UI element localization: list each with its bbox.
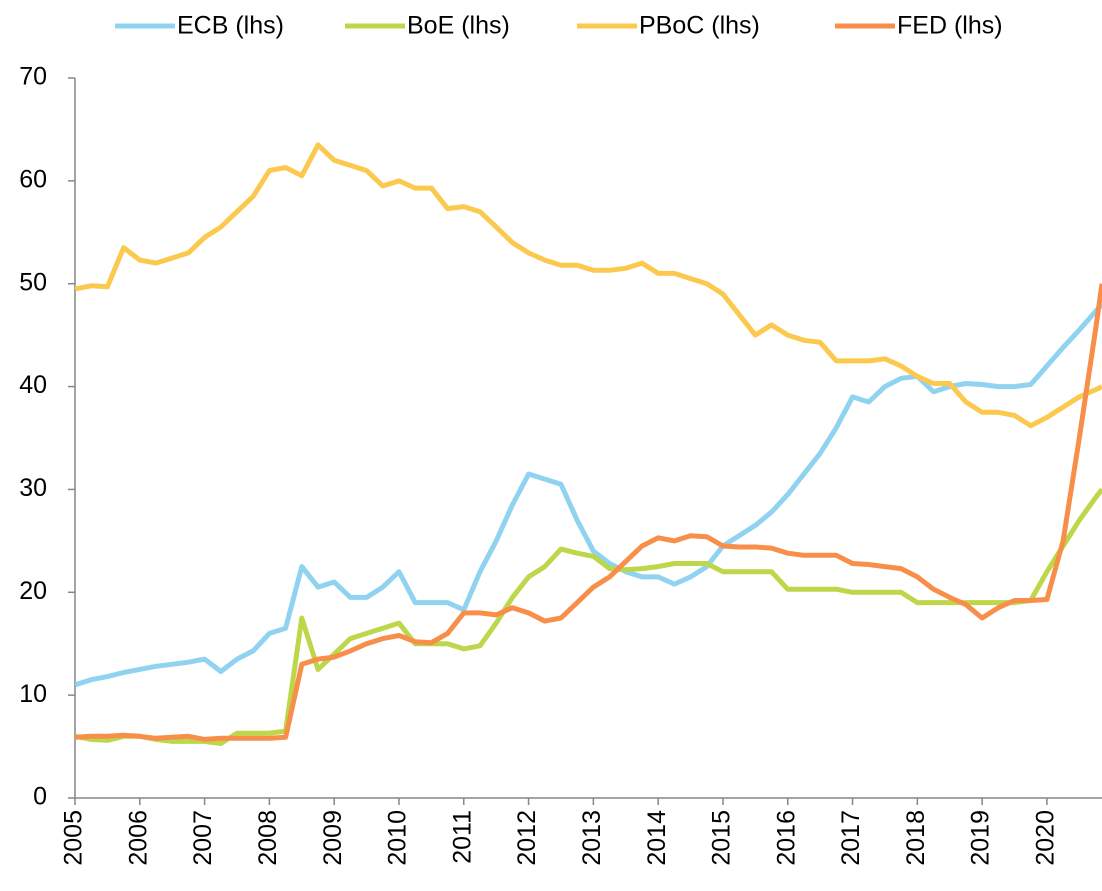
legend-label: FED (lhs) xyxy=(897,12,1003,40)
y-tick-label: 60 xyxy=(19,165,47,193)
x-tick-label: 2009 xyxy=(319,810,347,866)
series-line xyxy=(75,487,1102,746)
x-tick-label: 2013 xyxy=(578,810,606,866)
x-tick-label: 2010 xyxy=(384,810,412,866)
x-tick-label: 2017 xyxy=(837,810,865,866)
x-tick-label: 2011 xyxy=(448,810,476,864)
x-tick-label: 2008 xyxy=(254,810,282,866)
x-tick-label: 2006 xyxy=(124,810,152,866)
y-tick-label: 30 xyxy=(19,474,47,502)
series-line xyxy=(75,302,1102,688)
series-line xyxy=(75,283,1102,742)
y-tick-label: 20 xyxy=(19,577,47,605)
x-tick-label: 2018 xyxy=(902,810,930,866)
x-tick-label: 2019 xyxy=(967,810,995,866)
x-tick-label: 2015 xyxy=(708,810,736,866)
x-tick-label: 2014 xyxy=(643,810,671,866)
series-line xyxy=(75,142,1102,429)
x-tick-label: 2016 xyxy=(772,810,800,866)
y-tick-label: 50 xyxy=(19,268,47,296)
legend-label: PBoC (lhs) xyxy=(639,12,760,40)
y-tick-label: 10 xyxy=(19,680,47,708)
x-tick-label: 2005 xyxy=(60,810,88,866)
legend-label: ECB (lhs) xyxy=(177,12,284,40)
x-tick-label: 2020 xyxy=(1032,810,1060,866)
legend-label: BoE (lhs) xyxy=(407,12,510,40)
y-tick-label: 40 xyxy=(19,371,47,399)
x-tick-label: 2012 xyxy=(513,810,541,866)
y-tick-label: 70 xyxy=(19,63,47,91)
x-tick-label: 2007 xyxy=(189,810,217,866)
y-tick-label: 0 xyxy=(33,783,47,811)
